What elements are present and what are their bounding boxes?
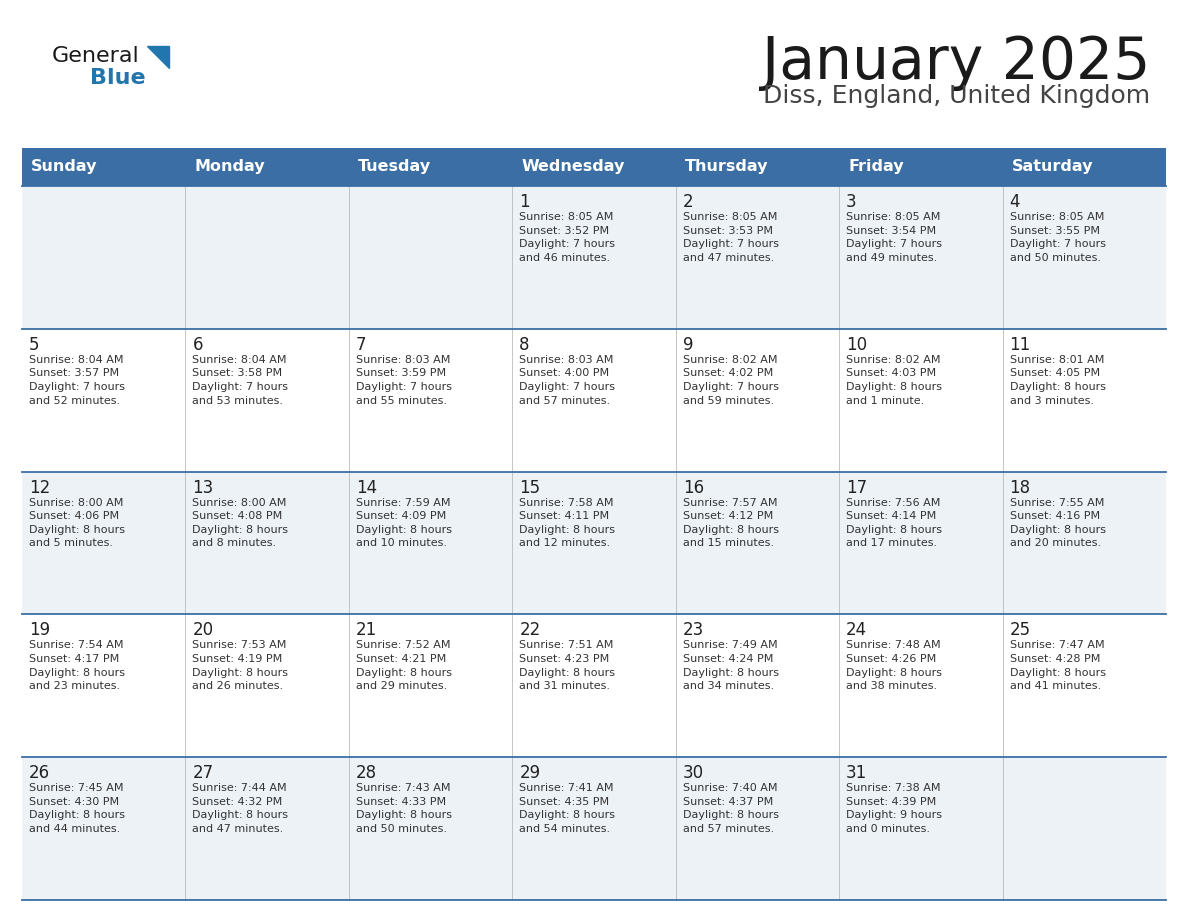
Text: Sunrise: 7:54 AM
Sunset: 4:17 PM
Daylight: 8 hours
and 23 minutes.: Sunrise: 7:54 AM Sunset: 4:17 PM Dayligh…	[29, 641, 125, 691]
Text: Sunrise: 7:49 AM
Sunset: 4:24 PM
Daylight: 8 hours
and 34 minutes.: Sunrise: 7:49 AM Sunset: 4:24 PM Dayligh…	[683, 641, 778, 691]
Text: 10: 10	[846, 336, 867, 353]
Text: Sunrise: 8:02 AM
Sunset: 4:02 PM
Daylight: 7 hours
and 59 minutes.: Sunrise: 8:02 AM Sunset: 4:02 PM Dayligh…	[683, 354, 778, 406]
Bar	[1003, 148, 1165, 186]
Text: Sunrise: 8:01 AM
Sunset: 4:05 PM
Daylight: 8 hours
and 3 minutes.: Sunrise: 8:01 AM Sunset: 4:05 PM Dayligh…	[1010, 354, 1106, 406]
Text: Friday: Friday	[848, 160, 904, 174]
Text: Sunrise: 7:43 AM
Sunset: 4:33 PM
Daylight: 8 hours
and 50 minutes.: Sunrise: 7:43 AM Sunset: 4:33 PM Dayligh…	[356, 783, 451, 834]
Bar	[185, 148, 349, 186]
Text: Sunrise: 7:59 AM
Sunset: 4:09 PM
Daylight: 8 hours
and 10 minutes.: Sunrise: 7:59 AM Sunset: 4:09 PM Dayligh…	[356, 498, 451, 548]
Text: Blue: Blue	[90, 68, 146, 88]
Text: Saturday: Saturday	[1011, 160, 1093, 174]
Text: 1: 1	[519, 193, 530, 211]
Text: Sunrise: 8:02 AM
Sunset: 4:03 PM
Daylight: 8 hours
and 1 minute.: Sunrise: 8:02 AM Sunset: 4:03 PM Dayligh…	[846, 354, 942, 406]
Bar	[23, 329, 1165, 472]
Text: 9: 9	[683, 336, 694, 353]
Bar	[23, 186, 1165, 329]
Text: Sunrise: 8:00 AM
Sunset: 4:06 PM
Daylight: 8 hours
and 5 minutes.: Sunrise: 8:00 AM Sunset: 4:06 PM Dayligh…	[29, 498, 125, 548]
Bar	[23, 148, 185, 186]
Polygon shape	[147, 46, 169, 68]
Text: Sunrise: 7:56 AM
Sunset: 4:14 PM
Daylight: 8 hours
and 17 minutes.: Sunrise: 7:56 AM Sunset: 4:14 PM Dayligh…	[846, 498, 942, 548]
Text: Sunrise: 7:52 AM
Sunset: 4:21 PM
Daylight: 8 hours
and 29 minutes.: Sunrise: 7:52 AM Sunset: 4:21 PM Dayligh…	[356, 641, 451, 691]
Text: January 2025: January 2025	[762, 34, 1150, 91]
Bar	[512, 148, 676, 186]
Text: Sunrise: 8:05 AM
Sunset: 3:52 PM
Daylight: 7 hours
and 46 minutes.: Sunrise: 8:05 AM Sunset: 3:52 PM Dayligh…	[519, 212, 615, 263]
Text: Sunrise: 8:05 AM
Sunset: 3:54 PM
Daylight: 7 hours
and 49 minutes.: Sunrise: 8:05 AM Sunset: 3:54 PM Dayligh…	[846, 212, 942, 263]
Text: 17: 17	[846, 478, 867, 497]
Text: 25: 25	[1010, 621, 1031, 640]
Text: Sunrise: 8:04 AM
Sunset: 3:57 PM
Daylight: 7 hours
and 52 minutes.: Sunrise: 8:04 AM Sunset: 3:57 PM Dayligh…	[29, 354, 125, 406]
Bar	[839, 148, 1003, 186]
Bar	[23, 614, 1165, 757]
Text: 5: 5	[29, 336, 39, 353]
Text: 18: 18	[1010, 478, 1031, 497]
Text: 28: 28	[356, 764, 377, 782]
Text: 22: 22	[519, 621, 541, 640]
Text: 15: 15	[519, 478, 541, 497]
Text: 13: 13	[192, 478, 214, 497]
Text: 11: 11	[1010, 336, 1031, 353]
Text: 8: 8	[519, 336, 530, 353]
Text: Wednesday: Wednesday	[522, 160, 625, 174]
Text: 7: 7	[356, 336, 366, 353]
Text: Diss, England, United Kingdom: Diss, England, United Kingdom	[763, 84, 1150, 108]
Text: Sunrise: 7:38 AM
Sunset: 4:39 PM
Daylight: 9 hours
and 0 minutes.: Sunrise: 7:38 AM Sunset: 4:39 PM Dayligh…	[846, 783, 942, 834]
Text: Sunrise: 7:44 AM
Sunset: 4:32 PM
Daylight: 8 hours
and 47 minutes.: Sunrise: 7:44 AM Sunset: 4:32 PM Dayligh…	[192, 783, 289, 834]
Text: 24: 24	[846, 621, 867, 640]
Bar	[23, 472, 1165, 614]
Text: Sunrise: 8:05 AM
Sunset: 3:55 PM
Daylight: 7 hours
and 50 minutes.: Sunrise: 8:05 AM Sunset: 3:55 PM Dayligh…	[1010, 212, 1106, 263]
Text: Sunrise: 7:57 AM
Sunset: 4:12 PM
Daylight: 8 hours
and 15 minutes.: Sunrise: 7:57 AM Sunset: 4:12 PM Dayligh…	[683, 498, 778, 548]
Text: 3: 3	[846, 193, 857, 211]
Text: Sunrise: 7:45 AM
Sunset: 4:30 PM
Daylight: 8 hours
and 44 minutes.: Sunrise: 7:45 AM Sunset: 4:30 PM Dayligh…	[29, 783, 125, 834]
Bar	[676, 148, 839, 186]
Text: Sunrise: 8:03 AM
Sunset: 4:00 PM
Daylight: 7 hours
and 57 minutes.: Sunrise: 8:03 AM Sunset: 4:00 PM Dayligh…	[519, 354, 615, 406]
Text: 2: 2	[683, 193, 694, 211]
Text: 19: 19	[29, 621, 50, 640]
Text: 31: 31	[846, 764, 867, 782]
Text: 23: 23	[683, 621, 704, 640]
Text: Thursday: Thursday	[684, 160, 769, 174]
Text: Tuesday: Tuesday	[358, 160, 431, 174]
Text: 30: 30	[683, 764, 703, 782]
Text: Sunrise: 7:58 AM
Sunset: 4:11 PM
Daylight: 8 hours
and 12 minutes.: Sunrise: 7:58 AM Sunset: 4:11 PM Dayligh…	[519, 498, 615, 548]
Text: Sunrise: 7:48 AM
Sunset: 4:26 PM
Daylight: 8 hours
and 38 minutes.: Sunrise: 7:48 AM Sunset: 4:26 PM Dayligh…	[846, 641, 942, 691]
Text: Sunrise: 7:40 AM
Sunset: 4:37 PM
Daylight: 8 hours
and 57 minutes.: Sunrise: 7:40 AM Sunset: 4:37 PM Dayligh…	[683, 783, 778, 834]
Text: Sunday: Sunday	[31, 160, 97, 174]
Text: Sunrise: 8:05 AM
Sunset: 3:53 PM
Daylight: 7 hours
and 47 minutes.: Sunrise: 8:05 AM Sunset: 3:53 PM Dayligh…	[683, 212, 778, 263]
Text: 12: 12	[29, 478, 50, 497]
Text: Sunrise: 7:55 AM
Sunset: 4:16 PM
Daylight: 8 hours
and 20 minutes.: Sunrise: 7:55 AM Sunset: 4:16 PM Dayligh…	[1010, 498, 1106, 548]
Text: 29: 29	[519, 764, 541, 782]
Text: Sunrise: 8:03 AM
Sunset: 3:59 PM
Daylight: 7 hours
and 55 minutes.: Sunrise: 8:03 AM Sunset: 3:59 PM Dayligh…	[356, 354, 451, 406]
Text: Sunrise: 7:53 AM
Sunset: 4:19 PM
Daylight: 8 hours
and 26 minutes.: Sunrise: 7:53 AM Sunset: 4:19 PM Dayligh…	[192, 641, 289, 691]
Text: 6: 6	[192, 336, 203, 353]
Bar	[23, 757, 1165, 900]
Text: 4: 4	[1010, 193, 1020, 211]
Text: Monday: Monday	[195, 160, 265, 174]
Text: 27: 27	[192, 764, 214, 782]
Text: 16: 16	[683, 478, 703, 497]
Text: Sunrise: 8:04 AM
Sunset: 3:58 PM
Daylight: 7 hours
and 53 minutes.: Sunrise: 8:04 AM Sunset: 3:58 PM Dayligh…	[192, 354, 289, 406]
Text: Sunrise: 8:00 AM
Sunset: 4:08 PM
Daylight: 8 hours
and 8 minutes.: Sunrise: 8:00 AM Sunset: 4:08 PM Dayligh…	[192, 498, 289, 548]
Text: Sunrise: 7:51 AM
Sunset: 4:23 PM
Daylight: 8 hours
and 31 minutes.: Sunrise: 7:51 AM Sunset: 4:23 PM Dayligh…	[519, 641, 615, 691]
Text: Sunrise: 7:47 AM
Sunset: 4:28 PM
Daylight: 8 hours
and 41 minutes.: Sunrise: 7:47 AM Sunset: 4:28 PM Dayligh…	[1010, 641, 1106, 691]
Text: 26: 26	[29, 764, 50, 782]
Text: Sunrise: 7:41 AM
Sunset: 4:35 PM
Daylight: 8 hours
and 54 minutes.: Sunrise: 7:41 AM Sunset: 4:35 PM Dayligh…	[519, 783, 615, 834]
Text: 21: 21	[356, 621, 377, 640]
Text: General: General	[52, 46, 140, 66]
Text: 20: 20	[192, 621, 214, 640]
Text: 14: 14	[356, 478, 377, 497]
Bar	[349, 148, 512, 186]
